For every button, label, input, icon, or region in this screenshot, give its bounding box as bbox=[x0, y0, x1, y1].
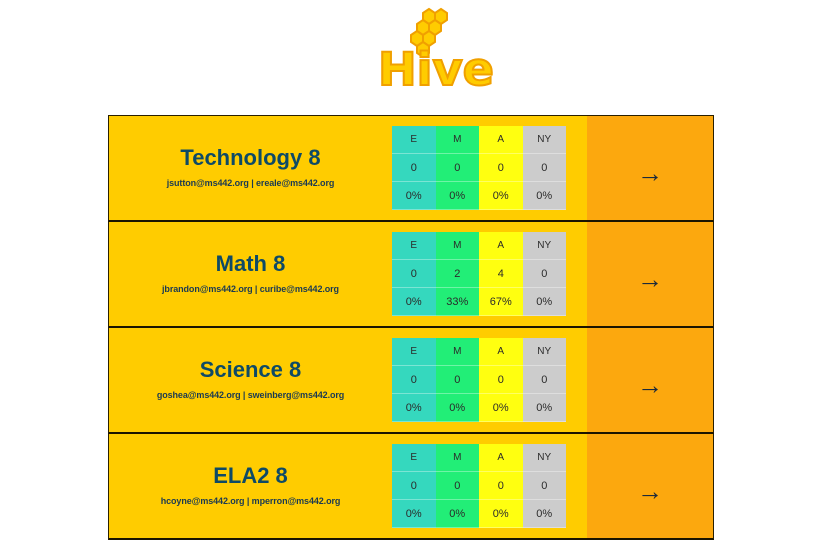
class-card: Technology 8 jsutton@ms442.org | ereale@… bbox=[108, 116, 714, 222]
header-ny: NY bbox=[522, 444, 566, 472]
hive-logo[interactable]: Hive bbox=[376, 5, 506, 93]
header-a: A bbox=[479, 232, 523, 260]
stats-table: E M A NY 0 0 0 0 0% 0% 0% 0% bbox=[392, 126, 566, 210]
class-card: ELA2 8 hcoyne@ms442.org | mperron@ms442.… bbox=[108, 434, 714, 540]
header-ny: NY bbox=[522, 126, 566, 154]
header-a: A bbox=[479, 338, 523, 366]
count-a: 0 bbox=[479, 365, 523, 394]
count-ny: 0 bbox=[522, 153, 566, 182]
header-m: M bbox=[435, 126, 479, 154]
teacher-emails: goshea@ms442.org | sweinberg@ms442.org bbox=[156, 389, 345, 400]
percent-m: 33% bbox=[435, 287, 479, 316]
count-e: 0 bbox=[392, 365, 436, 394]
class-info: Math 8 jbrandon@ms442.org | curibe@ms442… bbox=[109, 222, 392, 326]
arrow-right-icon: → bbox=[637, 263, 663, 294]
header-m: M bbox=[435, 444, 479, 472]
logo-text: Hive bbox=[378, 43, 494, 93]
percent-ny: 0% bbox=[522, 287, 566, 316]
header-e: E bbox=[392, 126, 436, 154]
header-m: M bbox=[435, 338, 479, 366]
count-e: 0 bbox=[392, 471, 436, 500]
class-title: ELA2 8 bbox=[213, 462, 288, 488]
class-title: Technology 8 bbox=[180, 144, 321, 170]
arrow-right-icon: → bbox=[637, 157, 663, 188]
header-ny: NY bbox=[522, 232, 566, 260]
header-a: A bbox=[479, 126, 523, 154]
header-m: M bbox=[435, 232, 479, 260]
count-m: 0 bbox=[435, 471, 479, 500]
percent-m: 0% bbox=[435, 393, 479, 422]
class-info: Technology 8 jsutton@ms442.org | ereale@… bbox=[109, 116, 392, 220]
header-e: E bbox=[392, 338, 436, 366]
count-e: 0 bbox=[392, 153, 436, 182]
class-list: Technology 8 jsutton@ms442.org | ereale@… bbox=[108, 115, 714, 540]
count-m: 0 bbox=[435, 365, 479, 394]
percent-e: 0% bbox=[392, 181, 436, 210]
arrow-right-icon: → bbox=[637, 475, 663, 506]
count-a: 4 bbox=[479, 259, 523, 288]
percent-e: 0% bbox=[392, 287, 436, 316]
class-title: Science 8 bbox=[199, 356, 302, 382]
percent-ny: 0% bbox=[522, 393, 566, 422]
class-info: ELA2 8 hcoyne@ms442.org | mperron@ms442.… bbox=[109, 434, 392, 538]
class-title: Math 8 bbox=[215, 250, 286, 276]
header-e: E bbox=[392, 232, 436, 260]
count-ny: 0 bbox=[522, 365, 566, 394]
percent-ny: 0% bbox=[522, 181, 566, 210]
stats-table: E M A NY 0 0 0 0 0% 0% 0% 0% bbox=[392, 444, 566, 528]
class-card: Science 8 goshea@ms442.org | sweinberg@m… bbox=[108, 328, 714, 434]
open-class-button[interactable]: → bbox=[587, 222, 713, 326]
header-ny: NY bbox=[522, 338, 566, 366]
header-e: E bbox=[392, 444, 436, 472]
percent-m: 0% bbox=[435, 499, 479, 528]
percent-m: 0% bbox=[435, 181, 479, 210]
class-card: Math 8 jbrandon@ms442.org | curibe@ms442… bbox=[108, 222, 714, 328]
percent-e: 0% bbox=[392, 393, 436, 422]
teacher-emails: jsutton@ms442.org | ereale@ms442.org bbox=[166, 177, 335, 188]
open-class-button[interactable]: → bbox=[587, 434, 713, 538]
count-ny: 0 bbox=[522, 259, 566, 288]
percent-a: 0% bbox=[479, 181, 523, 210]
percent-a: 0% bbox=[479, 499, 523, 528]
count-e: 0 bbox=[392, 259, 436, 288]
teacher-emails: hcoyne@ms442.org | mperron@ms442.org bbox=[160, 495, 341, 506]
percent-ny: 0% bbox=[522, 499, 566, 528]
open-class-button[interactable]: → bbox=[587, 116, 713, 220]
stats-table: E M A NY 0 2 4 0 0% 33% 67% 0% bbox=[392, 232, 566, 316]
percent-a: 0% bbox=[479, 393, 523, 422]
teacher-emails: jbrandon@ms442.org | curibe@ms442.org bbox=[162, 283, 339, 294]
class-info: Science 8 goshea@ms442.org | sweinberg@m… bbox=[109, 328, 392, 432]
count-m: 2 bbox=[435, 259, 479, 288]
percent-e: 0% bbox=[392, 499, 436, 528]
percent-a: 67% bbox=[479, 287, 523, 316]
count-a: 0 bbox=[479, 153, 523, 182]
stats-table: E M A NY 0 0 0 0 0% 0% 0% 0% bbox=[392, 338, 566, 422]
count-a: 0 bbox=[479, 471, 523, 500]
open-class-button[interactable]: → bbox=[587, 328, 713, 432]
count-m: 0 bbox=[435, 153, 479, 182]
count-ny: 0 bbox=[522, 471, 566, 500]
header-a: A bbox=[479, 444, 523, 472]
arrow-right-icon: → bbox=[637, 369, 663, 400]
honeycomb-icon bbox=[410, 7, 448, 59]
